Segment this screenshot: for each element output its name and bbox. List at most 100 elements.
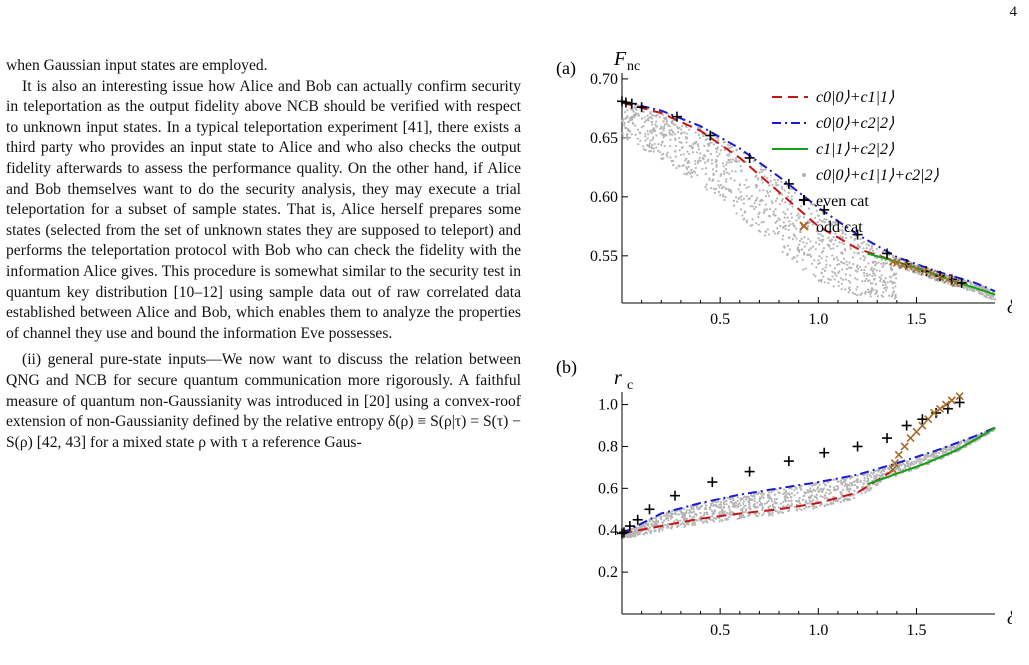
panel-b-scatter-point — [696, 519, 699, 522]
panel-a-scatter-point — [760, 165, 763, 168]
panel-a-scatter-point — [696, 151, 699, 154]
panel-a-scatter-point — [774, 214, 777, 217]
panel-b-scatter-point — [823, 497, 826, 500]
panel-a-scatter-point — [734, 170, 737, 173]
panel-a-scatter-point — [764, 168, 767, 171]
panel-a-y-tick-label: 0.70 — [590, 71, 618, 88]
panel-b-scatter-point — [840, 495, 843, 499]
panel-a-scatter-point — [743, 183, 746, 187]
panel-a-scatter-point — [851, 291, 855, 294]
panel-a-scatter-point — [861, 250, 864, 253]
panel-a-scatter-point — [816, 221, 819, 224]
panel-a-scatter-point — [758, 189, 761, 192]
panel-b-scatter-point — [768, 512, 771, 515]
panel-b-scatter-point — [718, 511, 721, 514]
panel-a-scatter-point — [732, 199, 736, 202]
panel-b-scatter-point — [944, 451, 947, 454]
panel-b-scatter-point — [824, 483, 827, 486]
panel-a-scatter-point — [738, 160, 741, 163]
panel-b-scatter-point — [919, 458, 923, 461]
panel-b-scatter-point — [923, 455, 926, 458]
panel-a-scatter-point — [678, 136, 681, 140]
panel-a-even-cat-point — [783, 178, 794, 189]
panel-a-scatter-point — [823, 281, 826, 284]
panel-b-scatter-point — [806, 502, 809, 505]
panel-a-even-cat-point — [744, 152, 755, 163]
panel-b-scatter-point — [748, 507, 751, 510]
panel-a-scatter-point — [770, 200, 773, 203]
panel-b-odd-cat-point — [894, 450, 903, 459]
panel-a-scatter-point — [871, 249, 875, 252]
panel-a-scatter-point — [838, 228, 841, 232]
panel-b-scatter-point — [862, 482, 866, 485]
panel-b-scatter-point — [790, 487, 793, 490]
panel-b-scatter-point — [947, 448, 950, 452]
panel-b-scatter-point — [877, 469, 880, 472]
panel-b-scatter-point — [875, 473, 878, 476]
panel-a-scatter-point — [776, 232, 779, 235]
panel-a-scatter-point — [803, 245, 806, 248]
panel-b-scatter-point — [790, 504, 793, 507]
panel-b-scatter-point — [832, 486, 836, 489]
panel-a-scatter-point — [825, 259, 828, 262]
panel-b-scatter-point — [793, 505, 796, 508]
panel-a-scatter-point — [891, 256, 895, 259]
panel-b-scatter-point — [676, 525, 680, 528]
panel-a-scatter-point — [817, 259, 820, 262]
panel-a-scatter-point — [784, 212, 787, 215]
panel-a-scatter-point — [735, 148, 738, 151]
panel-a-scatter-point — [809, 240, 812, 243]
panel-a-scatter-point — [834, 239, 837, 242]
panel-b-scatter-point — [924, 453, 927, 456]
panel-a-scatter-point — [803, 251, 806, 254]
panel-a-scatter-point — [849, 281, 852, 284]
panel-b-scatter-point — [736, 499, 739, 502]
panel-a-y-tick-label: 0.65 — [590, 130, 618, 147]
panel-b-scatter-point — [729, 510, 732, 514]
panel-b-scatter-point — [926, 454, 930, 457]
panel-a-scatter-point — [798, 239, 802, 243]
panel-a-odd-cat-b — [892, 258, 901, 267]
panel-b-scatter-point — [758, 512, 761, 515]
panel-a-odd-cat-point — [920, 267, 929, 276]
panel-a-scatter-point — [670, 133, 674, 136]
panel-b-scatter-point — [742, 496, 745, 499]
panel-a-scatter-point — [856, 245, 859, 248]
panel-b-scatter-point — [630, 527, 633, 531]
panel-a-scatter-point — [796, 214, 799, 217]
panel-a-scatter-point — [685, 136, 689, 139]
panel-a-scatter-point — [658, 116, 661, 119]
panel-a-scatter-point — [712, 187, 715, 190]
panel-b-scatter-point — [722, 501, 725, 504]
panel-b-scatter-point — [709, 518, 712, 521]
panel-a-scatter-point — [818, 279, 821, 282]
panel-a-scatter-point — [738, 183, 742, 187]
panel-a-scatter-point — [889, 266, 893, 269]
panel-a-scatter-point — [678, 126, 681, 129]
panel-b-scatter-point — [642, 533, 645, 536]
panel-b-scatter-point — [753, 502, 757, 506]
panel-a-scatter-point — [697, 145, 700, 148]
panel-a-scatter-point — [654, 123, 657, 126]
panel-a-scatter-point — [777, 230, 780, 234]
panel-a-even-cat-point — [852, 229, 863, 240]
panel-a-scatter-point — [827, 220, 830, 224]
panel-b-scatter-point — [698, 507, 701, 510]
panel-a-scatter-point — [890, 295, 893, 298]
panel-b-scatter-point — [846, 487, 849, 490]
panel-a-scatter-point — [712, 178, 715, 181]
panel-b-scatter-point — [790, 499, 793, 502]
panel-b-scatter-point — [761, 491, 764, 494]
panel-a-scatter-point — [866, 288, 870, 291]
panel-a-scatter-point — [883, 281, 887, 284]
panel-a-scatter-point — [862, 241, 865, 244]
panel-a-scatter-point — [633, 106, 636, 109]
panel-b-scatter-point — [689, 515, 692, 518]
panel-b-label: (b) — [556, 357, 577, 378]
panel-a-scatter-point — [856, 267, 860, 271]
panel-a-scatter-point — [764, 230, 768, 234]
panel-b-scatter-point — [839, 501, 842, 504]
panel-a-scatter-point — [833, 267, 836, 270]
panel-b-scatter-point — [849, 481, 852, 485]
panel-a-scatter-point — [652, 147, 655, 150]
